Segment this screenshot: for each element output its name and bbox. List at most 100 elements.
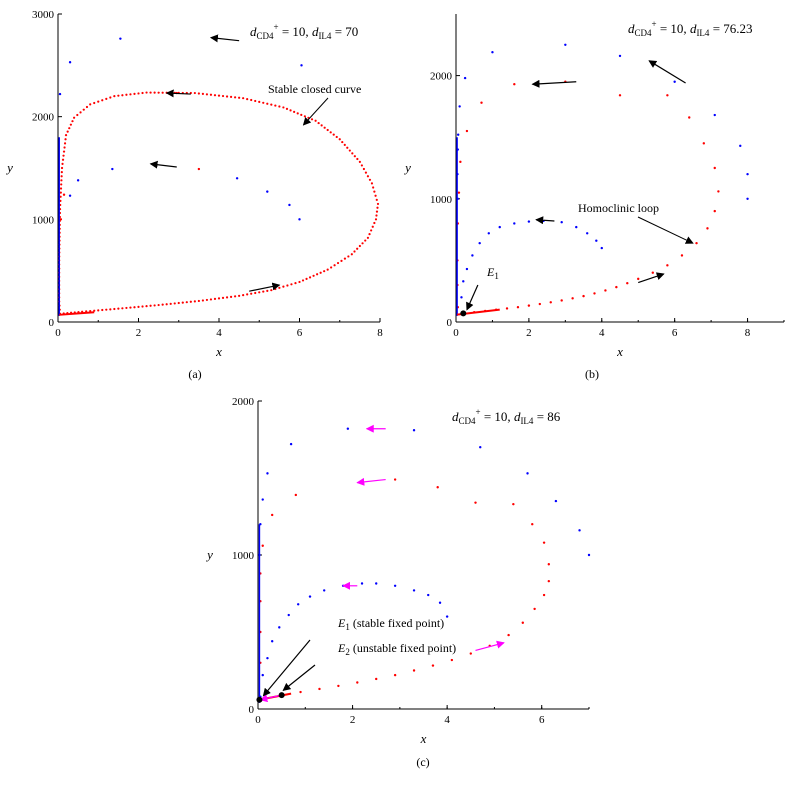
curve-point bbox=[326, 268, 329, 271]
trajectory-point bbox=[542, 593, 546, 597]
fixed-point-name: E bbox=[337, 641, 346, 655]
trajectory-point bbox=[618, 94, 622, 97]
trajectory-point bbox=[469, 652, 472, 655]
curve-point bbox=[145, 305, 148, 308]
trajectory-point bbox=[478, 241, 481, 245]
trajectory-point bbox=[266, 190, 269, 193]
trajectory-point bbox=[702, 142, 706, 145]
curve-point bbox=[371, 225, 374, 228]
curve-point bbox=[364, 171, 368, 174]
trajectory-point bbox=[651, 271, 654, 274]
trajectory-point bbox=[746, 197, 749, 200]
curve-point bbox=[82, 108, 85, 111]
curve-point bbox=[66, 130, 69, 133]
x-tick-label: 4 bbox=[444, 714, 450, 726]
trajectory-point bbox=[471, 254, 474, 257]
trajectory-point bbox=[542, 541, 546, 544]
curve-point bbox=[351, 152, 354, 155]
trajectory-point bbox=[62, 193, 66, 196]
trajectory-point bbox=[457, 191, 461, 194]
trajectory-point bbox=[578, 529, 581, 532]
x-tick-label: 0 bbox=[55, 327, 61, 339]
curve-point bbox=[197, 92, 200, 95]
parameter-part: d bbox=[514, 409, 521, 424]
trajectory-point bbox=[68, 194, 72, 197]
x-tick-label: 0 bbox=[255, 714, 261, 726]
curve-point bbox=[358, 160, 361, 163]
curve-point bbox=[266, 289, 269, 292]
curve-point bbox=[370, 229, 373, 232]
trajectory-point bbox=[412, 589, 416, 592]
curve-point bbox=[189, 300, 192, 303]
curve-point bbox=[348, 149, 351, 152]
direction-arrow bbox=[165, 89, 191, 98]
curve-point bbox=[376, 206, 379, 209]
trajectory-point bbox=[521, 621, 524, 624]
curve-point bbox=[289, 109, 292, 112]
x-tick-label: 6 bbox=[297, 327, 303, 339]
fixed-point-name: E bbox=[337, 616, 346, 630]
curve-point bbox=[68, 127, 71, 130]
curve-point bbox=[185, 301, 188, 304]
trajectory-point bbox=[360, 582, 364, 585]
parameter-text: dCD4+ = 10, dIL4 = 86 bbox=[452, 407, 561, 426]
trajectory-point bbox=[462, 280, 465, 283]
trajectory-point bbox=[554, 499, 558, 503]
trajectory-point bbox=[261, 498, 264, 501]
trajectory-point bbox=[431, 664, 435, 667]
curve-point bbox=[278, 105, 281, 108]
trajectory-point bbox=[68, 61, 72, 64]
trajectory-point bbox=[59, 218, 63, 221]
trajectory-point bbox=[666, 94, 669, 97]
direction-arrow bbox=[356, 477, 386, 486]
curve-point bbox=[303, 115, 306, 118]
curve-point bbox=[69, 123, 72, 126]
fixed-point-label: E1 bbox=[486, 265, 499, 281]
trajectory-point bbox=[491, 50, 494, 54]
panel-label: (b) bbox=[585, 367, 599, 381]
curve-point bbox=[254, 99, 257, 103]
curve-point bbox=[157, 303, 160, 307]
curve-point bbox=[165, 303, 168, 306]
trajectory-point bbox=[412, 669, 416, 672]
trajectory-point bbox=[739, 144, 742, 148]
y-tick-label: 1000 bbox=[232, 550, 255, 562]
x-tick-label: 8 bbox=[377, 327, 383, 339]
x-tick-label: 2 bbox=[136, 327, 142, 339]
curve-point bbox=[141, 91, 144, 95]
trajectory-point bbox=[463, 76, 467, 80]
direction-arrow bbox=[209, 34, 240, 43]
curve-point bbox=[305, 277, 308, 280]
curve-point bbox=[121, 307, 124, 310]
trajectory-point bbox=[445, 615, 449, 618]
y-tick-label: 2000 bbox=[430, 71, 453, 83]
trajectory-point bbox=[465, 129, 469, 133]
curve-point bbox=[338, 138, 341, 141]
curve-point bbox=[326, 128, 329, 132]
trajectory-point bbox=[261, 673, 264, 677]
curve-point bbox=[329, 131, 332, 134]
trajectory-point bbox=[375, 677, 378, 681]
fixed-point-sub: 1 bbox=[345, 622, 350, 632]
curve-point bbox=[242, 97, 245, 100]
trajectory-point bbox=[393, 584, 397, 587]
curve-point bbox=[137, 305, 140, 308]
curve-point bbox=[262, 290, 265, 293]
x-axis-label: x bbox=[420, 731, 427, 746]
curve-point bbox=[234, 96, 237, 99]
parameter-part: = 10, bbox=[481, 409, 514, 424]
curve-point bbox=[205, 298, 209, 302]
trajectory-point bbox=[270, 640, 274, 643]
curve-point bbox=[197, 299, 200, 303]
y-tick-label: 0 bbox=[249, 704, 255, 716]
curve-point bbox=[109, 308, 112, 311]
curve-point bbox=[225, 95, 229, 98]
trajectory-point bbox=[526, 472, 529, 475]
curve-point bbox=[97, 309, 100, 312]
y-axis-label: y bbox=[205, 547, 213, 562]
curve-point bbox=[93, 309, 96, 312]
near-axis-trajectory bbox=[59, 311, 95, 316]
curve-point bbox=[301, 279, 305, 282]
